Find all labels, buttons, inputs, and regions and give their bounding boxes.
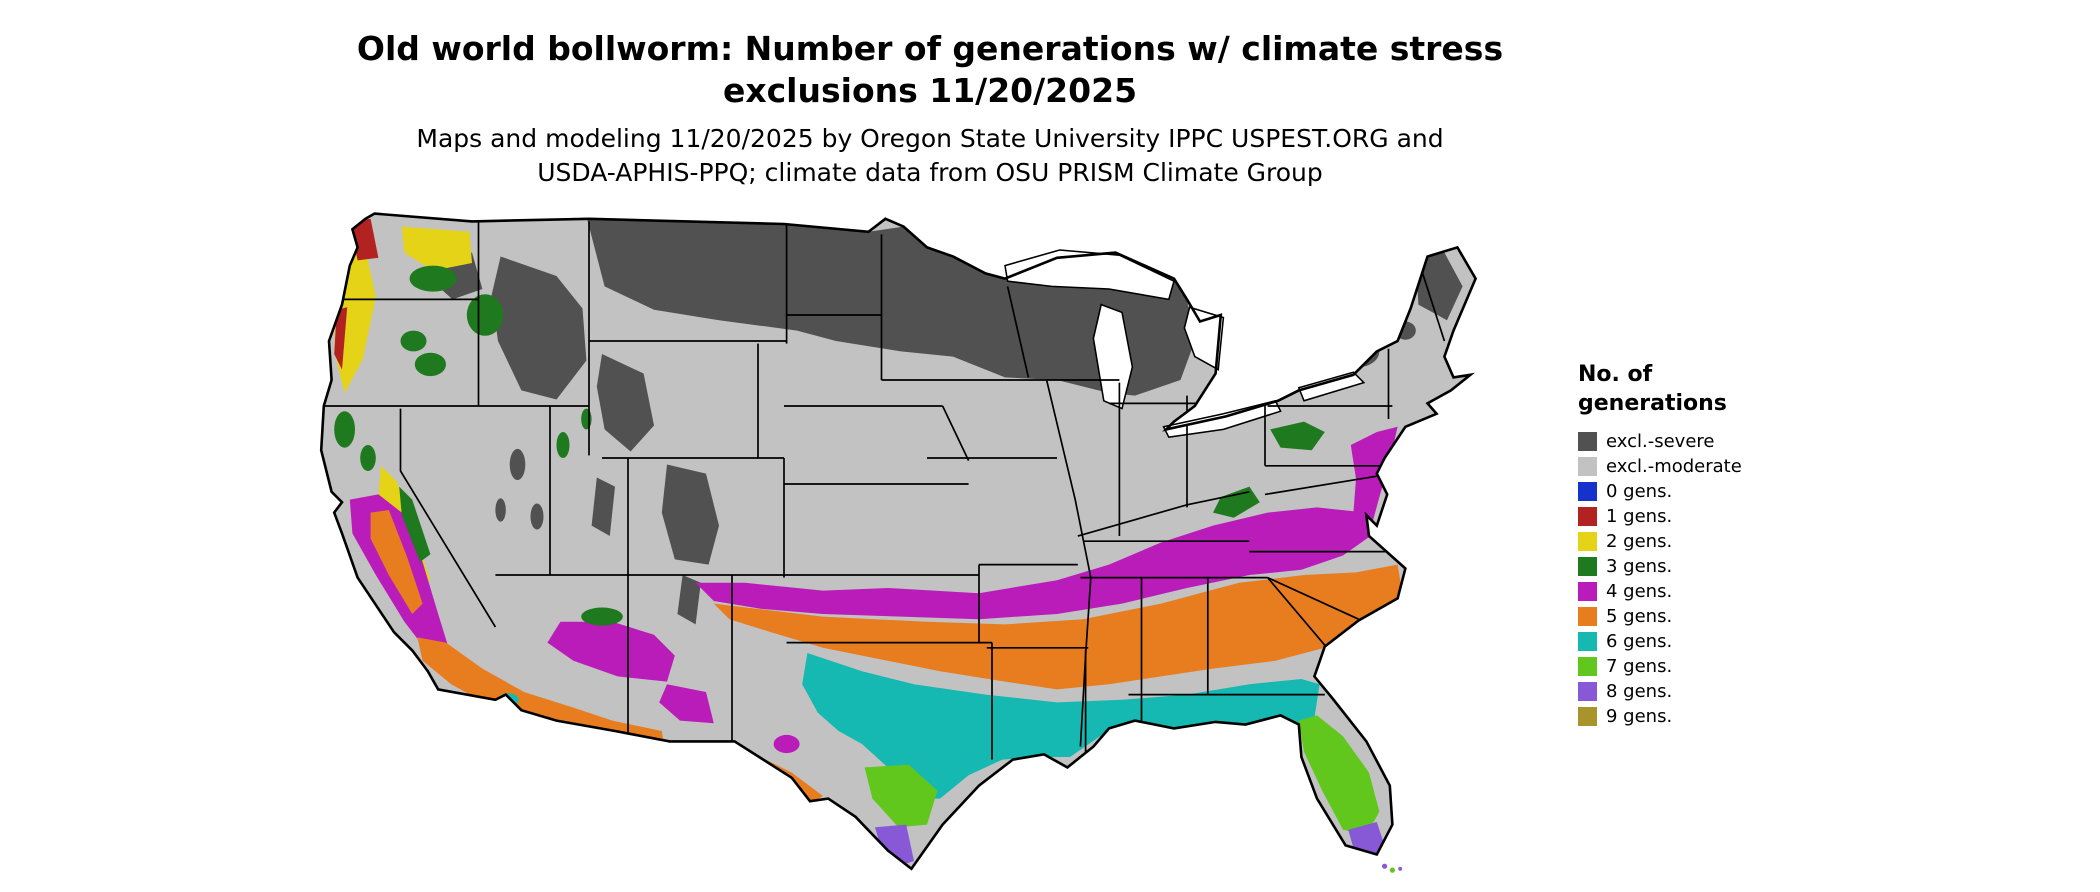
legend-swatch-gen9	[1578, 707, 1597, 726]
legend-swatch-gen8	[1578, 682, 1597, 701]
region-gen8-rio-grande-valley	[875, 824, 914, 867]
region-gen3-blue-ridge	[1213, 486, 1260, 518]
region-gen3-norcal-2	[360, 445, 376, 471]
region-severe-adirondacks	[1337, 335, 1380, 367]
map-subtitle: Maps and modeling 11/20/2025 by Oregon S…	[0, 122, 1860, 190]
legend-label: 7 gens.	[1606, 656, 1673, 677]
legend-entry: 6 gens.	[1578, 629, 1742, 654]
state-borders	[321, 217, 1446, 760]
subtitle-line-1: Maps and modeling 11/20/2025 by Oregon S…	[416, 124, 1444, 153]
region-gen4-south-new-mexico	[659, 684, 714, 724]
region-gen3-nevada-1	[556, 432, 570, 458]
legend-swatch-gen5	[1578, 607, 1597, 626]
region-gen7-florida	[1298, 715, 1380, 835]
region-severe-new-mexico-mtns	[677, 575, 701, 625]
region-gen4-arizona	[547, 621, 675, 682]
subtitle-line-2: USDA-APHIS-PPQ; climate data from OSU PR…	[537, 158, 1323, 187]
region-severe-nevada-range-1	[509, 448, 526, 481]
us-outline	[319, 212, 1478, 871]
legend-label: 3 gens.	[1606, 556, 1673, 577]
region-severe-maine	[1415, 252, 1463, 321]
region-severe-nevada-range-3	[495, 498, 506, 522]
legend-swatch-severe	[1578, 432, 1597, 451]
region-severe-colorado-rockies	[661, 464, 719, 565]
legend-label: excl.-severe	[1606, 431, 1715, 452]
region-severe-wasatch	[591, 477, 615, 536]
legend-entry: 4 gens.	[1578, 579, 1742, 604]
legend-title-line-1: No. of	[1578, 362, 1653, 387]
region-gen3-norcal-1	[334, 411, 355, 448]
region-severe-idaho-rockies	[491, 256, 587, 400]
legend-label: 0 gens.	[1606, 481, 1673, 502]
region-severe-wyoming	[596, 354, 654, 452]
title-line-2: exclusions 11/20/2025	[722, 71, 1138, 110]
map-regions	[321, 213, 1476, 869]
legend-title-line-2: generations	[1578, 391, 1727, 416]
lake-michigan	[1092, 303, 1134, 410]
region-gen2-north-washington	[401, 226, 472, 271]
legend-entry: 8 gens.	[1578, 679, 1742, 704]
region-gen3-mogollon-rim	[581, 607, 623, 626]
legend-entry: 5 gens.	[1578, 604, 1742, 629]
region-gen5-band	[713, 564, 1403, 690]
florida-keys	[1382, 863, 1403, 873]
legend-label: 2 gens.	[1606, 531, 1673, 552]
region-gen7-south-texas	[864, 764, 938, 828]
region-gen4-davis-mtns	[773, 734, 800, 754]
region-gen3-central-oregon	[400, 330, 427, 352]
legend-label: excl.-moderate	[1606, 456, 1742, 477]
legend-title: No. of generations	[1578, 360, 1742, 418]
region-severe-nevada-range-2	[530, 503, 544, 530]
legend-entries: excl.-severe excl.-moderate 0 gens. 1 gens.…	[1578, 429, 1742, 729]
legend-swatch-gen3	[1578, 557, 1597, 576]
legend-entry: 9 gens.	[1578, 704, 1742, 729]
legend-swatch-gen4	[1578, 582, 1597, 601]
region-gen3-sierra-crest	[399, 486, 431, 562]
region-gen3-east-washington	[409, 265, 457, 292]
us-generations-map	[319, 212, 1478, 873]
legend-entry: excl.-severe	[1578, 429, 1742, 454]
region-gen3-appalachia-north	[1270, 421, 1325, 451]
region-gen3-idaho-panhandle	[466, 294, 504, 336]
legend-entry: 2 gens.	[1578, 529, 1742, 554]
region-severe-northern-tier	[586, 216, 1195, 396]
legend-swatch-gen2	[1578, 532, 1597, 551]
legend-label: 9 gens.	[1606, 706, 1673, 727]
legend-label: 1 gens.	[1606, 506, 1673, 527]
legend-swatch-moderate	[1578, 457, 1597, 476]
legend-swatch-gen0	[1578, 482, 1597, 501]
legend: No. of generations excl.-severe excl.-mod…	[1578, 360, 1742, 729]
region-gen5-central-valley	[370, 510, 423, 614]
legend-swatch-gen1	[1578, 507, 1597, 526]
legend-entry: 7 gens.	[1578, 654, 1742, 679]
legend-label: 6 gens.	[1606, 631, 1673, 652]
legend-swatch-gen6	[1578, 632, 1597, 651]
legend-entry: excl.-moderate	[1578, 454, 1742, 479]
region-gen3-nevada-2	[581, 408, 592, 430]
region-gen3-blue-mtns	[414, 352, 446, 377]
region-gen1-oregon-coast	[334, 307, 348, 370]
region-gen5-socal-arizona-deserts	[417, 637, 665, 747]
region-gen6-band	[802, 653, 1320, 799]
title-line-1: Old world bollworm: Number of generation…	[356, 29, 1504, 68]
legend-entry: 0 gens.	[1578, 479, 1742, 504]
region-gen4-band	[695, 507, 1375, 620]
map-title: Old world bollworm: Number of generation…	[0, 28, 1860, 112]
legend-entry: 1 gens.	[1578, 504, 1742, 529]
legend-label: 8 gens.	[1606, 681, 1673, 702]
legend-entry: 3 gens.	[1578, 554, 1742, 579]
legend-label: 4 gens.	[1606, 581, 1673, 602]
lake-ontario	[1297, 371, 1366, 402]
legend-swatch-gen7	[1578, 657, 1597, 676]
legend-label: 5 gens.	[1606, 606, 1673, 627]
